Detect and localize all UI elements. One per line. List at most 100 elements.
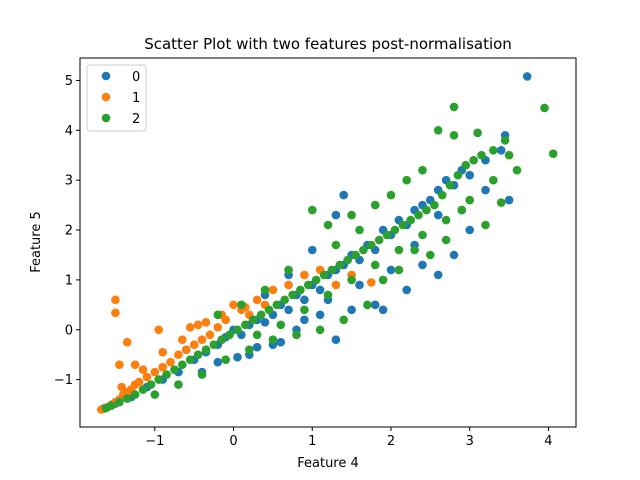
point-series-1 xyxy=(111,295,120,305)
point-series-1 xyxy=(300,270,309,280)
point-series-1 xyxy=(201,318,211,327)
point-series-2 xyxy=(512,165,522,175)
point-series-1 xyxy=(166,357,175,367)
point-series-2 xyxy=(178,360,187,370)
point-series-2 xyxy=(304,280,313,290)
point-series-2 xyxy=(370,200,380,210)
point-series-2 xyxy=(386,190,396,200)
point-series-0 xyxy=(300,315,309,325)
point-series-0 xyxy=(355,280,364,290)
point-series-1 xyxy=(268,285,278,295)
point-series-1 xyxy=(158,347,167,357)
point-series-2 xyxy=(245,345,254,355)
point-series-1 xyxy=(284,280,293,290)
point-series-2 xyxy=(319,270,329,280)
point-series-0 xyxy=(260,318,270,327)
point-series-2 xyxy=(394,245,404,255)
point-series-1 xyxy=(154,325,163,335)
point-series-2 xyxy=(343,255,353,265)
point-series-1 xyxy=(158,362,167,372)
point-series-1 xyxy=(197,335,207,345)
point-series-0 xyxy=(433,210,443,220)
point-series-2 xyxy=(260,285,270,295)
point-series-0 xyxy=(481,185,490,195)
point-series-2 xyxy=(441,215,451,225)
point-series-2 xyxy=(347,275,356,285)
point-series-2 xyxy=(489,175,498,185)
point-series-2 xyxy=(351,250,360,260)
point-series-2 xyxy=(311,275,321,285)
point-series-0 xyxy=(233,352,242,362)
point-series-2 xyxy=(323,290,333,300)
point-series-1 xyxy=(111,308,120,318)
plot-frame xyxy=(79,57,577,428)
point-series-1 xyxy=(185,323,195,332)
point-series-2 xyxy=(540,103,549,113)
legend-marker-0 xyxy=(101,71,111,81)
point-series-1 xyxy=(193,320,203,330)
point-series-1 xyxy=(122,337,132,347)
point-series-0 xyxy=(308,245,317,255)
point-series-2 xyxy=(308,205,317,215)
y-axis-label: Feature 5 xyxy=(29,211,44,273)
point-series-0 xyxy=(331,210,341,220)
point-series-1 xyxy=(142,372,152,382)
point-series-2 xyxy=(162,370,171,379)
point-series-2 xyxy=(367,240,376,250)
point-series-2 xyxy=(433,126,443,135)
point-series-1 xyxy=(178,335,187,345)
point-series-2 xyxy=(213,310,223,320)
legend-label-2: 2 xyxy=(132,112,140,127)
point-series-2 xyxy=(477,150,486,160)
point-series-1 xyxy=(130,360,140,370)
point-series-2 xyxy=(496,198,506,207)
point-series-0 xyxy=(378,305,388,315)
point-series-2 xyxy=(315,325,325,335)
point-series-2 xyxy=(268,335,278,345)
point-series-2 xyxy=(327,265,337,275)
point-series-2 xyxy=(225,330,234,340)
point-series-2 xyxy=(217,335,226,345)
point-series-2 xyxy=(339,315,349,325)
point-series-2 xyxy=(107,401,116,410)
point-series-2 xyxy=(138,385,148,394)
point-series-1 xyxy=(367,278,376,287)
x-tick-label: −1 xyxy=(145,434,164,449)
point-series-1 xyxy=(150,367,160,377)
point-series-2 xyxy=(331,240,341,250)
point-series-2 xyxy=(264,305,274,315)
point-series-1 xyxy=(117,382,126,392)
chart-title: Scatter Plot with two features post-norm… xyxy=(144,35,512,53)
point-series-2 xyxy=(197,370,207,379)
point-series-2 xyxy=(500,136,510,145)
point-series-2 xyxy=(445,180,455,190)
point-series-0 xyxy=(331,335,341,345)
point-series-2 xyxy=(481,220,490,230)
point-series-2 xyxy=(276,320,286,330)
point-series-0 xyxy=(276,337,286,347)
point-series-2 xyxy=(489,146,498,155)
point-series-0 xyxy=(386,265,396,275)
point-series-2 xyxy=(221,355,230,365)
point-series-0 xyxy=(449,250,459,260)
point-series-2 xyxy=(548,149,558,158)
point-series-1 xyxy=(174,350,183,360)
point-series-2 xyxy=(398,220,408,230)
point-series-2 xyxy=(248,315,258,325)
point-series-0 xyxy=(433,270,443,280)
y-tick-label: 4 xyxy=(65,124,73,139)
point-series-2 xyxy=(453,170,463,180)
point-series-2 xyxy=(209,340,219,350)
point-series-2 xyxy=(292,330,301,340)
point-series-2 xyxy=(382,230,392,240)
point-series-0 xyxy=(315,285,325,295)
legend-marker-1 xyxy=(101,92,111,102)
point-series-2 xyxy=(359,245,368,255)
point-series-2 xyxy=(406,215,416,225)
legend-box xyxy=(86,64,147,132)
point-series-2 xyxy=(174,380,183,389)
point-series-0 xyxy=(347,305,356,315)
point-series-0 xyxy=(252,342,262,352)
point-series-2 xyxy=(185,355,195,365)
